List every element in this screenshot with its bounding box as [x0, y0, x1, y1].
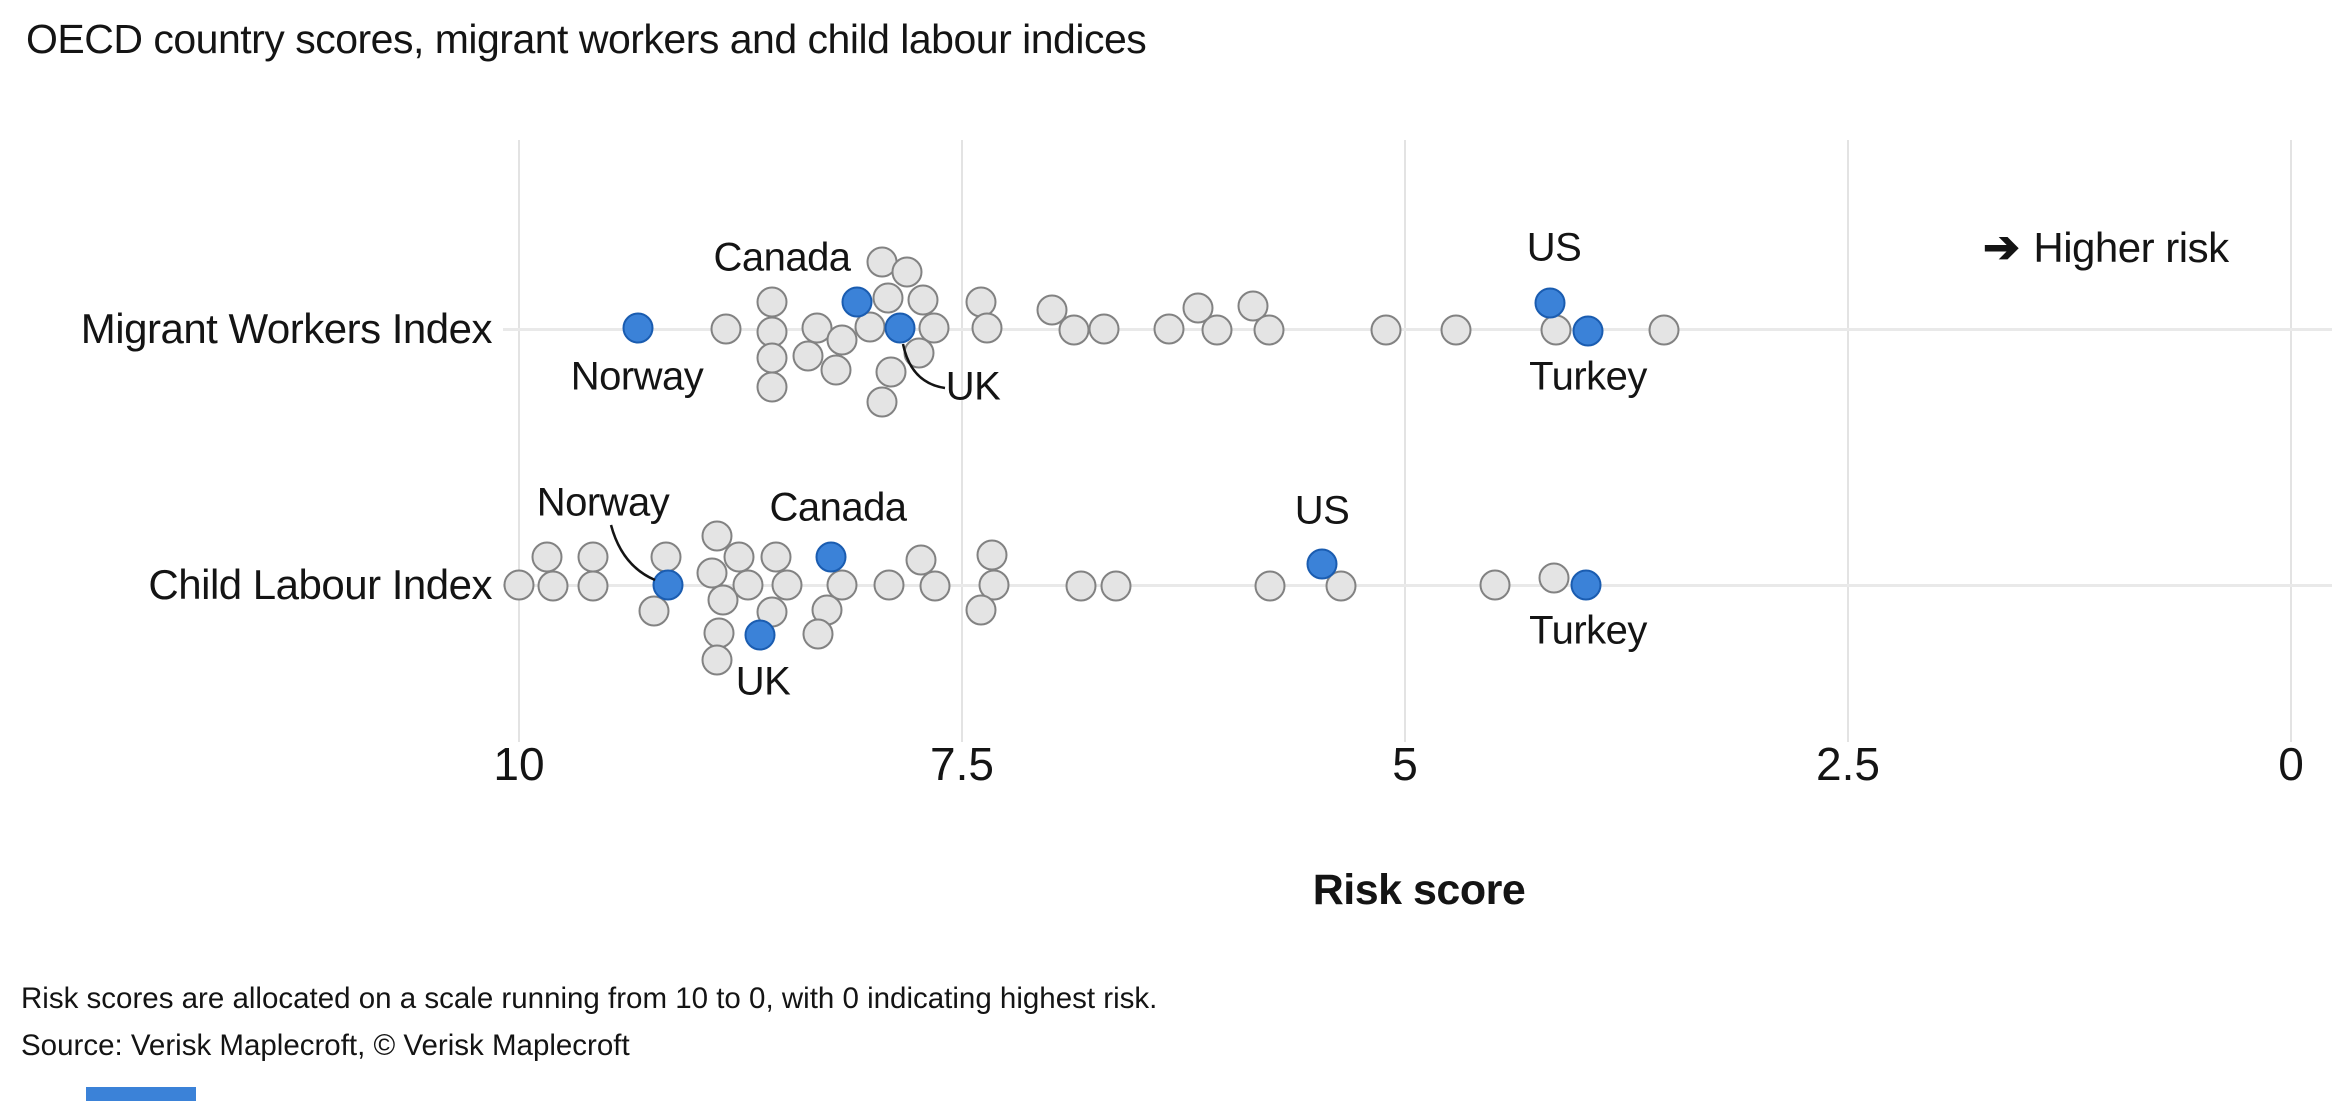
dot-country [1100, 570, 1132, 602]
row-baseline-1 [503, 584, 2332, 587]
annotation-us-row1: US [1294, 488, 1350, 533]
dot-us [1306, 548, 1338, 580]
annotation-uk-row1: UK [735, 659, 791, 704]
dot-turkey [1570, 569, 1602, 601]
dot-country [1540, 314, 1572, 346]
right-arrow-icon: ➔ [1983, 223, 2020, 272]
dot-country [1058, 314, 1090, 346]
annotation-canada-row0: Canada [713, 235, 851, 280]
annotation-norway-row1: Norway [536, 480, 670, 525]
chart-title: OECD country scores, migrant workers and… [26, 16, 1147, 62]
dot-country [756, 316, 788, 348]
dot-country [707, 584, 739, 616]
x-tick-0: 0 [2278, 738, 2304, 790]
dot-country [866, 386, 898, 418]
dot-norway [622, 312, 654, 344]
dot-country [1440, 314, 1472, 346]
row-label-1: Child Labour Index [148, 561, 492, 608]
gridline-x-0 [2290, 140, 2292, 742]
row-baseline-0 [503, 328, 2332, 331]
dot-country [732, 569, 764, 601]
dot-country [1065, 570, 1097, 602]
dot-country [503, 569, 535, 601]
dot-country [577, 541, 609, 573]
dot-country [1254, 570, 1286, 602]
dot-country [771, 569, 803, 601]
dot-country [873, 569, 905, 601]
dot-country [919, 570, 951, 602]
dot-country [907, 284, 939, 316]
dot-country [710, 313, 742, 345]
dot-country [802, 618, 834, 650]
dot-country [650, 541, 682, 573]
higher-risk-legend: ➔ Higher risk [1983, 224, 2229, 272]
dot-country [903, 337, 935, 369]
dot-country [891, 256, 923, 288]
dot-country [875, 356, 907, 388]
dot-canada [841, 286, 873, 318]
dot-country [965, 594, 997, 626]
dot-country [1648, 314, 1680, 346]
annotation-us-row0: US [1526, 225, 1582, 270]
gridline-x-7.5 [961, 140, 963, 742]
footnote: Risk scores are allocated on a scale run… [21, 982, 1158, 1015]
dot-country [1237, 290, 1269, 322]
dot-country [696, 557, 728, 589]
higher-risk-label: Higher risk [2033, 224, 2229, 271]
dot-canada [815, 541, 847, 573]
dot-country [1538, 562, 1570, 594]
gridline-x-2.5 [1847, 140, 1849, 742]
dot-country [854, 311, 886, 343]
dot-country [703, 617, 735, 649]
dot-country [1370, 314, 1401, 346]
gridline-x-5 [1404, 140, 1406, 742]
annotation-turkey-row0: Turkey [1529, 354, 1647, 399]
dot-country [1201, 314, 1233, 346]
x-tick-5: 5 [1392, 738, 1418, 790]
source-credit: Source: Verisk Maplecroft, © Verisk Mapl… [21, 1029, 630, 1062]
dot-country [760, 541, 792, 573]
dot-country [1479, 569, 1511, 601]
dot-country [905, 544, 937, 576]
dot-us [1534, 287, 1566, 319]
annotation-canada-row1: Canada [769, 485, 907, 530]
dot-uk [884, 312, 916, 344]
x-tick-7.5: 7.5 [930, 738, 994, 790]
row-label-0: Migrant Workers Index [80, 305, 493, 352]
dot-country [723, 541, 755, 573]
dot-country [701, 644, 733, 676]
dot-turkey [1572, 315, 1604, 347]
dot-country [756, 371, 788, 403]
dot-country [965, 286, 997, 318]
dot-country [872, 282, 904, 314]
dot-country [792, 340, 824, 372]
dot-country [976, 539, 1008, 571]
x-tick-10: 10 [493, 738, 545, 790]
dot-country [826, 324, 857, 356]
brand-bar [86, 1087, 196, 1101]
x-axis-title: Risk score [1312, 866, 1526, 914]
dot-country [1253, 314, 1285, 346]
annotation-turkey-row1: Turkey [1529, 608, 1647, 653]
dot-country [1088, 313, 1120, 345]
dot-country [531, 541, 563, 573]
gridline-x-10 [518, 140, 520, 742]
dot-country [820, 354, 852, 386]
annotation-norway-row0: Norway [570, 354, 704, 399]
dot-country [638, 595, 670, 627]
dot-country [756, 286, 788, 318]
dot-country [1153, 313, 1185, 345]
dot-norway [652, 569, 684, 601]
dot-country [756, 342, 788, 374]
dot-country [971, 312, 1003, 344]
annotation-uk-row0: UK [945, 364, 1001, 409]
dot-country [577, 570, 609, 602]
dot-uk [744, 619, 776, 651]
dot-country [537, 570, 569, 602]
x-tick-2.5: 2.5 [1816, 738, 1880, 790]
